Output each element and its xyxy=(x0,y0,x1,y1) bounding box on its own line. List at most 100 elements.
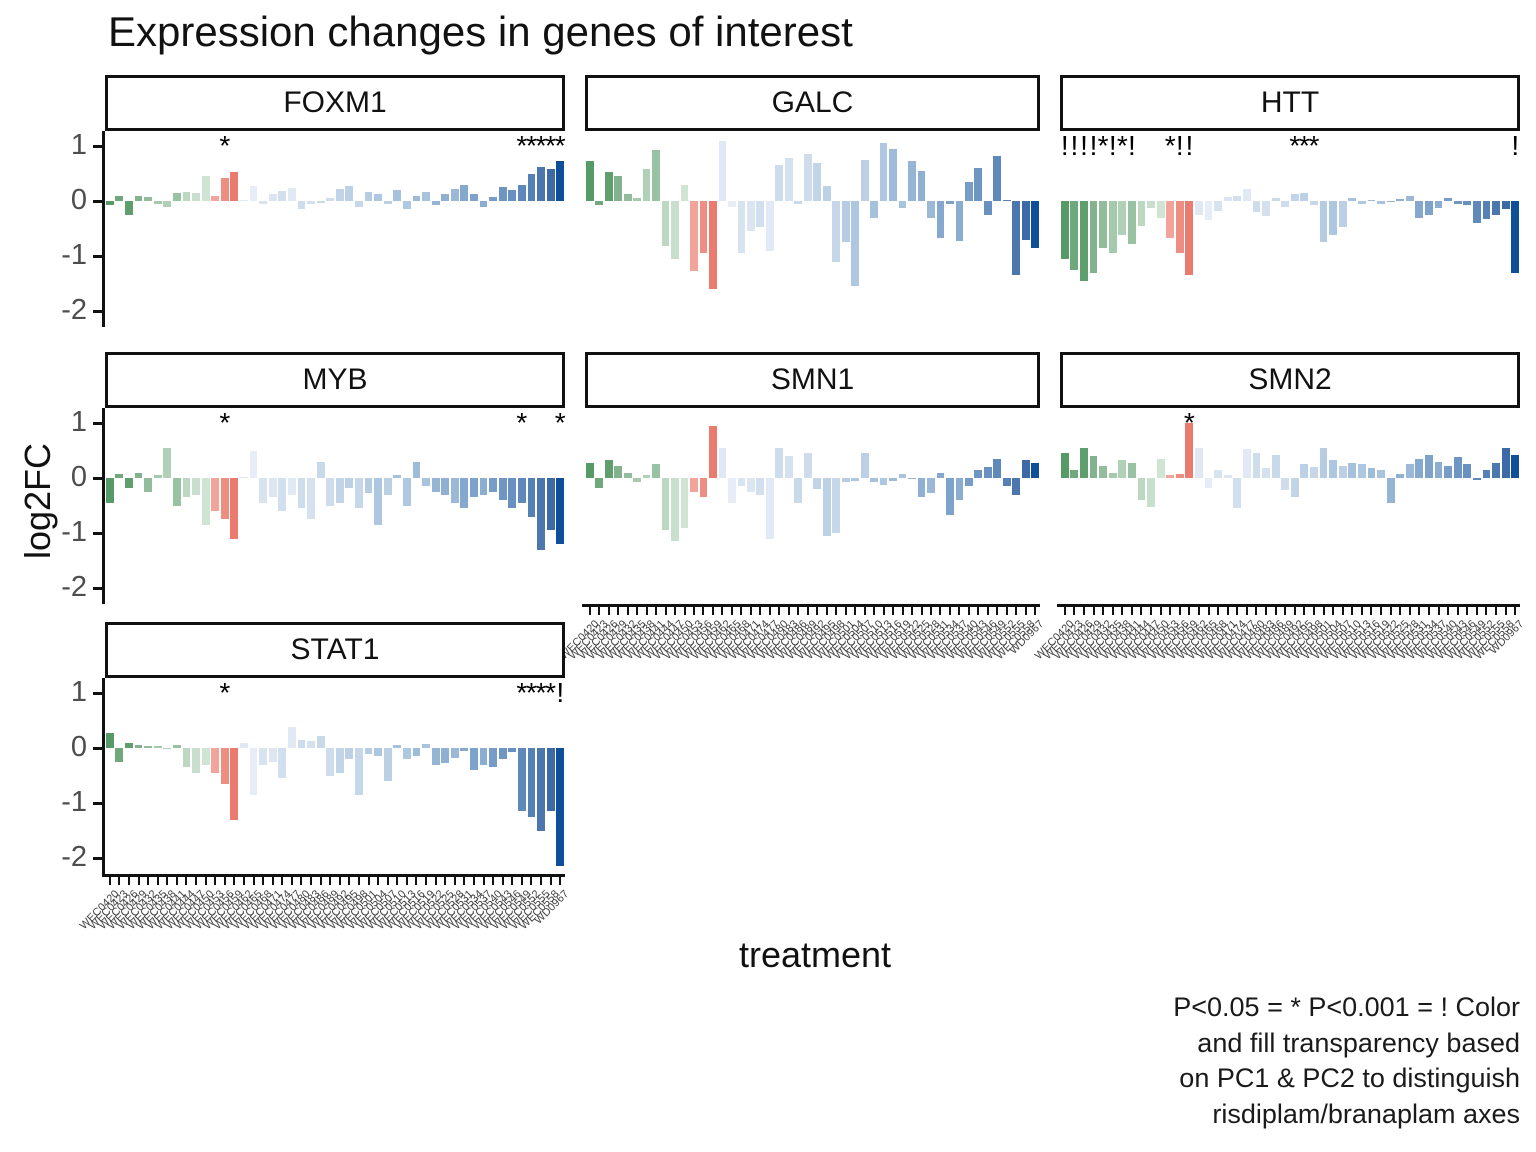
x-axis-tick xyxy=(920,607,923,615)
bar xyxy=(144,197,153,201)
bar xyxy=(489,196,498,201)
bar xyxy=(259,478,268,503)
bar xyxy=(746,201,755,232)
bar xyxy=(259,201,268,205)
x-axis-tick xyxy=(730,607,733,615)
bar xyxy=(211,478,220,511)
significance-marker: * xyxy=(1308,130,1320,161)
bar xyxy=(927,201,935,218)
y-axis-tick-label: 1 xyxy=(70,406,87,438)
facet-strip: SMN1 xyxy=(585,352,1040,408)
x-axis-tick xyxy=(854,607,857,615)
bar xyxy=(412,748,421,757)
bar xyxy=(316,201,325,204)
significance-marker: * xyxy=(535,130,547,161)
x-axis-tick xyxy=(636,607,639,615)
bar xyxy=(879,143,888,201)
bar xyxy=(374,748,383,757)
bar xyxy=(307,741,315,748)
bar xyxy=(1310,201,1318,206)
x-axis-tick xyxy=(252,877,255,885)
bar xyxy=(134,472,143,478)
bar xyxy=(993,458,1002,478)
bar xyxy=(652,464,660,478)
x-axis-tick xyxy=(300,877,303,885)
x-axis-tick xyxy=(137,877,140,885)
x-axis-tick xyxy=(1456,607,1459,615)
bar xyxy=(508,190,517,201)
bar xyxy=(326,748,335,776)
x-axis-tick xyxy=(1360,607,1363,615)
x-axis-tick xyxy=(1005,607,1008,615)
bar xyxy=(1021,201,1030,240)
x-axis-tick xyxy=(967,607,970,615)
bar xyxy=(898,473,907,478)
x-axis-tick xyxy=(501,877,504,885)
bar xyxy=(1300,192,1309,201)
bar xyxy=(230,478,239,539)
bar xyxy=(1021,460,1030,478)
significance-marker: * xyxy=(219,407,231,438)
bar xyxy=(220,748,229,784)
bar xyxy=(1472,201,1481,223)
bar xyxy=(1127,201,1136,244)
x-axis-tick xyxy=(1265,607,1268,615)
bar xyxy=(1195,201,1203,215)
y-axis-tick-label: 1 xyxy=(70,676,87,708)
x-axis-tick xyxy=(882,607,885,615)
significance-marker: * xyxy=(545,130,557,161)
x-axis-tick xyxy=(511,877,514,885)
bar xyxy=(460,748,469,751)
bar xyxy=(1223,475,1232,478)
x-axis-tick xyxy=(1188,607,1191,615)
y-axis-tick-label: -1 xyxy=(61,239,87,271)
bar xyxy=(718,140,727,201)
bar xyxy=(527,478,536,517)
x-axis-tick xyxy=(787,607,790,615)
bar xyxy=(794,201,803,204)
bar xyxy=(470,194,478,201)
x-axis-tick xyxy=(1024,607,1027,615)
bar xyxy=(240,742,248,748)
bar xyxy=(556,161,565,201)
bar xyxy=(1156,201,1165,218)
bar xyxy=(1031,462,1040,478)
x-axis-tick xyxy=(185,877,188,885)
significance-marker: * xyxy=(1164,130,1176,161)
bar xyxy=(105,478,114,503)
y-axis-tick xyxy=(93,856,102,860)
significance-marker: ! xyxy=(1070,130,1079,161)
x-axis-tick xyxy=(472,877,475,885)
bar xyxy=(153,475,162,478)
bar xyxy=(517,748,526,812)
bar xyxy=(756,478,765,495)
bar xyxy=(1070,201,1079,270)
bar xyxy=(1166,475,1175,478)
bar xyxy=(537,166,545,201)
x-axis-tick xyxy=(759,607,762,615)
bar xyxy=(690,201,698,272)
bar xyxy=(1281,478,1290,491)
bar xyxy=(1453,457,1462,478)
bar xyxy=(879,478,888,485)
x-axis-tick xyxy=(1245,607,1248,615)
bar xyxy=(249,185,258,201)
x-axis-tick xyxy=(108,877,111,885)
facet-strip: SMN2 xyxy=(1060,352,1520,408)
y-axis-tick-label: -2 xyxy=(61,571,87,603)
significance-marker: * xyxy=(1097,130,1109,161)
bar xyxy=(479,748,488,765)
x-axis-tick xyxy=(1485,607,1488,615)
bar xyxy=(1290,194,1299,201)
bar xyxy=(1357,464,1366,478)
bar xyxy=(1300,464,1309,478)
x-axis-tick xyxy=(806,607,809,615)
bar xyxy=(699,478,708,498)
bar xyxy=(402,478,411,506)
bar xyxy=(595,201,604,206)
bar xyxy=(813,478,822,489)
x-axis-tick xyxy=(1217,607,1220,615)
bar xyxy=(1281,201,1290,207)
bar xyxy=(699,201,708,254)
bar xyxy=(182,748,191,768)
